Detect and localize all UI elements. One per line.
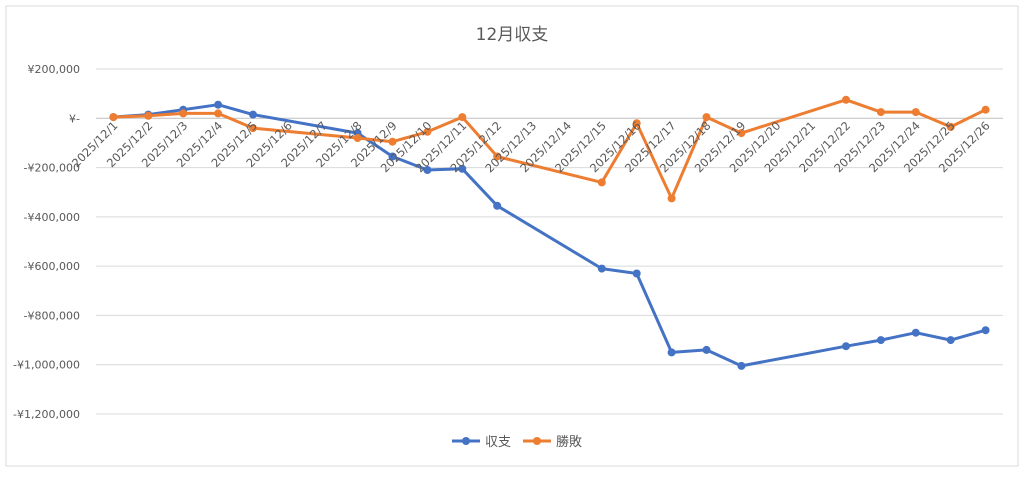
series-lines bbox=[109, 95, 990, 370]
y-tick-label: -¥1,200,000 bbox=[13, 408, 80, 421]
data-point bbox=[214, 109, 223, 118]
legend-label: 勝敗 bbox=[556, 435, 582, 450]
data-point bbox=[353, 134, 362, 142]
data-point bbox=[423, 127, 432, 136]
y-tick-label: -¥800,000 bbox=[24, 309, 80, 322]
y-tick-label: -¥200,000 bbox=[24, 162, 80, 175]
data-point bbox=[667, 194, 676, 203]
y-axis-tick-labels: ¥200,000 ¥- -¥200,000 -¥400,000 -¥600,000 -¥8… bbox=[13, 63, 80, 421]
data-point bbox=[876, 336, 885, 345]
chart-border bbox=[5, 5, 1019, 467]
data-point bbox=[388, 152, 397, 161]
data-point bbox=[179, 109, 188, 118]
legend-item: 収支 bbox=[452, 435, 511, 450]
data-point bbox=[249, 110, 257, 119]
data-point bbox=[493, 152, 502, 161]
chart-title: 12月収支 bbox=[476, 25, 549, 45]
data-point bbox=[493, 201, 502, 210]
data-point bbox=[388, 137, 397, 146]
data-point bbox=[667, 348, 676, 357]
legend-marker bbox=[533, 437, 541, 445]
data-point bbox=[737, 361, 746, 370]
data-point bbox=[702, 113, 711, 122]
gridlines bbox=[96, 68, 1003, 415]
series-2 bbox=[109, 95, 990, 203]
data-point bbox=[981, 326, 990, 335]
data-point bbox=[597, 178, 606, 187]
y-tick-label: -¥600,000 bbox=[24, 260, 80, 273]
y-tick-label: ¥- bbox=[69, 112, 80, 125]
y-tick-label: -¥400,000 bbox=[24, 211, 80, 224]
series-line bbox=[111, 98, 988, 200]
data-point bbox=[946, 336, 955, 345]
data-point bbox=[632, 269, 641, 278]
data-point bbox=[737, 129, 746, 138]
data-point bbox=[458, 113, 467, 122]
data-point bbox=[249, 124, 257, 133]
data-point bbox=[842, 342, 850, 351]
data-point bbox=[911, 108, 920, 117]
legend-marker bbox=[462, 437, 470, 445]
series-line bbox=[111, 103, 988, 368]
data-point bbox=[702, 345, 711, 354]
data-point bbox=[597, 264, 606, 273]
legend: 収支 勝敗 bbox=[452, 435, 582, 450]
data-point bbox=[876, 108, 885, 117]
data-point bbox=[144, 111, 153, 120]
data-point bbox=[109, 113, 118, 122]
data-point bbox=[946, 122, 955, 131]
data-point bbox=[423, 166, 432, 174]
data-point bbox=[458, 164, 467, 173]
data-point bbox=[911, 328, 920, 337]
legend-label: 収支 bbox=[485, 435, 511, 450]
data-point bbox=[981, 105, 990, 114]
data-point bbox=[214, 100, 223, 109]
data-point bbox=[632, 119, 641, 128]
data-point bbox=[842, 95, 850, 104]
y-tick-label: ¥200,000 bbox=[28, 63, 81, 76]
legend-item: 勝敗 bbox=[523, 435, 582, 450]
y-tick-label: -¥1,000,000 bbox=[13, 359, 80, 372]
